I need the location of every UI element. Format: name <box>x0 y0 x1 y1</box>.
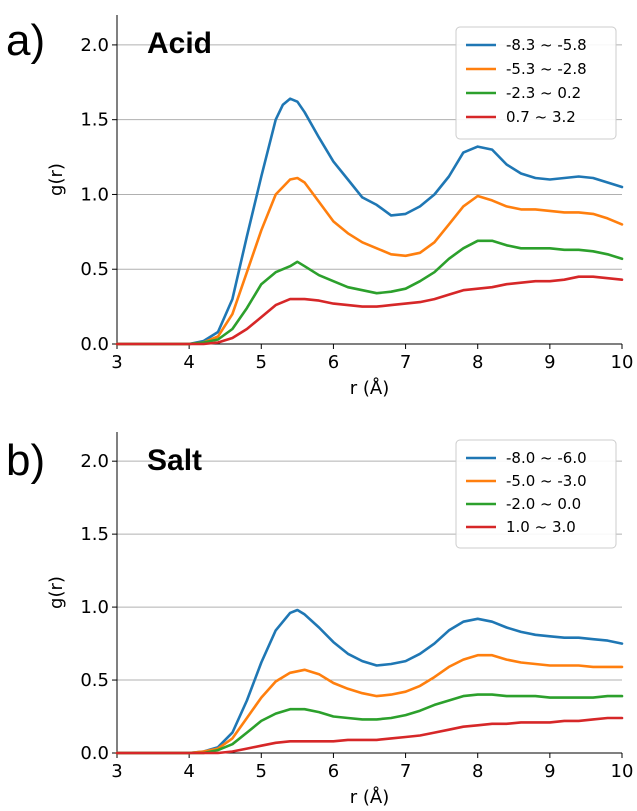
legend: -8.0 ~ -6.0 -5.0 ~ -3.0 -2.0 ~ 0.0 1.0 ~ 3.… <box>455 439 617 549</box>
x-axis-label: r (Å) <box>350 377 389 399</box>
y-tick-label: 0.0 <box>80 743 109 764</box>
series-line-0 <box>115 97 624 346</box>
y-tick-label: 1.5 <box>80 524 109 545</box>
series-line-2 <box>115 239 624 346</box>
panel-title: Salt <box>147 444 202 477</box>
series-line-0 <box>115 608 624 755</box>
series-line-3 <box>115 275 624 346</box>
legend-entry: 0.7 ~ 3.2 <box>506 108 576 126</box>
x-tick-label: 5 <box>256 352 267 373</box>
y-axis-label: g(r) <box>46 163 67 196</box>
x-tick-label: 10 <box>611 352 634 373</box>
legend-entry: -2.0 ~ 0.0 <box>506 495 581 513</box>
series-line-1 <box>115 653 624 755</box>
series-line-2 <box>115 693 624 755</box>
x-tick-label: 7 <box>400 352 411 373</box>
y-axis-label: g(r) <box>46 576 67 609</box>
y-tick-label: 2.0 <box>80 35 109 56</box>
panel-b: 3 4 5 6 7 8 9 10 0.0 0.5 1.0 1.5 2.0 r (Å) g(r) b) Salt -… <box>6 432 633 808</box>
y-tick-label: 1.0 <box>80 184 109 205</box>
x-tick-label: 3 <box>111 761 122 782</box>
panel-label: b) <box>6 436 45 485</box>
legend-entry: -2.3 ~ 0.2 <box>506 84 581 102</box>
x-tick-label: 4 <box>183 761 194 782</box>
series-line-3 <box>115 716 624 755</box>
x-tick-label: 6 <box>328 352 339 373</box>
legend-entry: -8.0 ~ -6.0 <box>506 449 587 467</box>
y-tick-label: 0.5 <box>80 259 109 280</box>
panel-title: Acid <box>147 27 212 60</box>
y-tick-label: 0.5 <box>80 670 109 691</box>
y-tick-label: 0.0 <box>80 334 109 355</box>
legend-box <box>455 439 617 549</box>
legend-entry: -5.0 ~ -3.0 <box>506 472 587 490</box>
legend-entry: 1.0 ~ 3.0 <box>506 518 576 536</box>
x-tick-label: 8 <box>472 761 483 782</box>
legend-box <box>455 26 617 140</box>
x-tick-label: 10 <box>611 761 634 782</box>
x-tick-label: 9 <box>544 761 555 782</box>
x-tick-label: 8 <box>472 352 483 373</box>
x-tick-label: 5 <box>256 761 267 782</box>
x-axis-label: r (Å) <box>350 786 389 808</box>
x-tick-label: 9 <box>544 352 555 373</box>
x-tick-label: 3 <box>111 352 122 373</box>
y-tick-label: 1.0 <box>80 597 109 618</box>
legend-entry: -5.3 ~ -2.8 <box>506 60 587 78</box>
panel-label: a) <box>6 16 45 65</box>
panel-a: 3 4 5 6 7 8 9 10 0.0 0.5 1.0 1.5 2.0 r (Å) g(r) a) Acid -… <box>6 15 633 399</box>
legend: -8.3 ~ -5.8 -5.3 ~ -2.8 -2.3 ~ 0.2 0.7 ~ 3.… <box>455 26 617 140</box>
y-tick-label: 1.5 <box>80 110 109 131</box>
x-tick-label: 4 <box>183 352 194 373</box>
series-line-1 <box>115 176 624 346</box>
y-tick-label: 2.0 <box>80 451 109 472</box>
x-tick-label: 6 <box>328 761 339 782</box>
x-tick-label: 7 <box>400 761 411 782</box>
legend-entry: -8.3 ~ -5.8 <box>506 36 587 54</box>
